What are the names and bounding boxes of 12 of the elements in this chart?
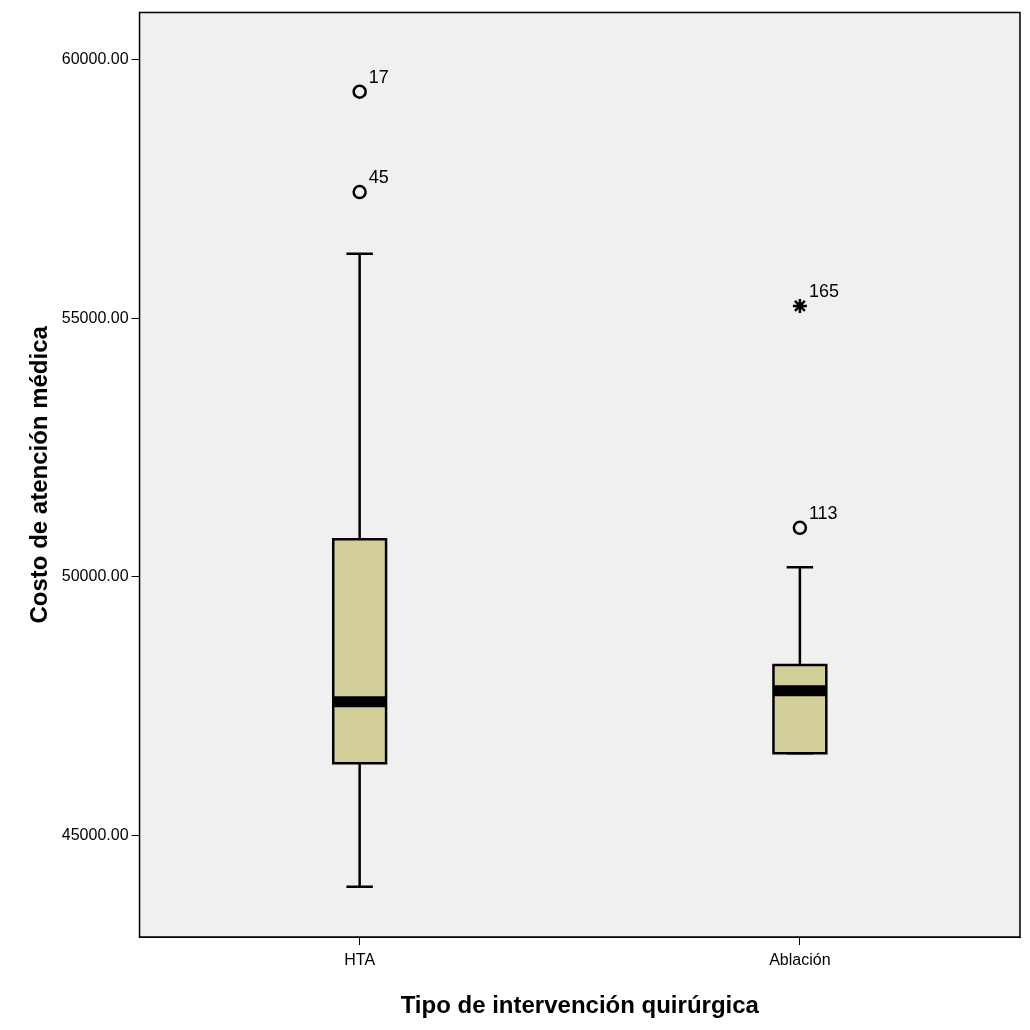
y-tick-label: 50000.00 xyxy=(61,567,129,585)
annotation: 17 xyxy=(368,66,389,87)
y-tick-label: 55000.00 xyxy=(61,308,129,326)
annotation: 113 xyxy=(808,502,838,523)
x-tick-label: Ablación xyxy=(769,951,831,969)
x-axis-title: Tipo de intervención quirúrgica xyxy=(400,991,760,1019)
annotation: 45 xyxy=(368,167,389,188)
annotation: 165 xyxy=(808,280,839,301)
y-axis-title: Costo de atención médica xyxy=(25,325,53,624)
y-tick-label: 60000.00 xyxy=(61,50,129,68)
y-tick-label: 45000.00 xyxy=(61,826,129,844)
x-tick-label: HTA xyxy=(344,951,376,969)
